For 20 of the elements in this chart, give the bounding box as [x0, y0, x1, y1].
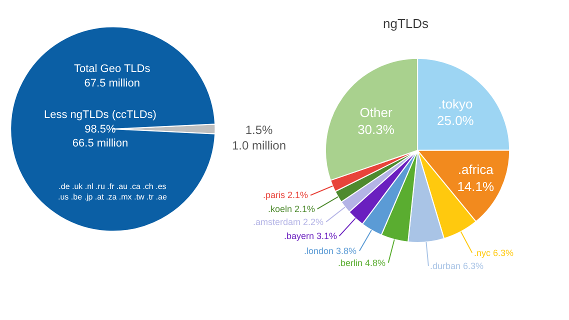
data-label: Less ngTLDs (ccTLDs) 98.5% 66.5 million — [44, 109, 156, 150]
chart-title: ngTLDs — [383, 16, 430, 31]
slice-label: .koeln 2.1% — [268, 204, 316, 214]
slice-label: .bayern 3.1% — [284, 231, 338, 241]
slice-label: .london 3.8% — [304, 246, 357, 256]
text: .de .uk .nl .ru .fr .au .ca .ch .es .us .be .jp .at .za .mx .tw .tr .ae — [58, 182, 168, 202]
pie-slice — [10, 26, 216, 232]
data-label: 1.5% 1.0 million — [232, 123, 286, 153]
slice-label: .amsterdam 2.2% — [253, 217, 324, 227]
slice-label: .nyc 6.3% — [474, 248, 514, 258]
slice-label: .berlin 4.8% — [338, 258, 386, 268]
data-label: 30.3% — [358, 122, 395, 137]
slice-label: .paris 2.1% — [263, 190, 308, 200]
slice-label: .durban 6.3% — [430, 261, 484, 271]
data-label: 14.1% — [457, 178, 494, 194]
slice-label: .tokyo — [438, 96, 473, 112]
data-label: 25.0% — [437, 113, 474, 128]
text: Total Geo TLDs 67.5 million — [74, 63, 151, 90]
slice-label: .africa — [458, 162, 494, 177]
slice-label: Other — [360, 104, 393, 120]
